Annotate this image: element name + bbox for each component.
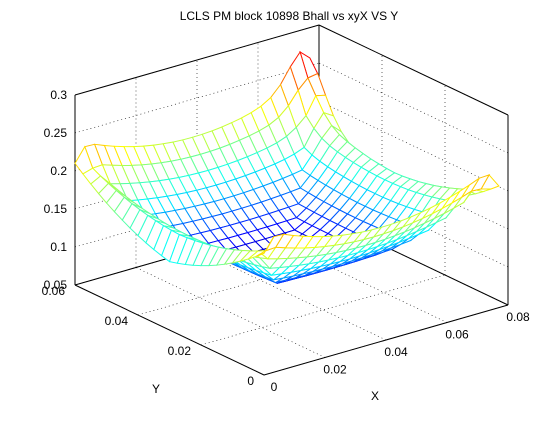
chart-title: LCLS PM block 10898 Bhall vs xyX VS Y	[180, 9, 399, 23]
z-tick-label: 0.25	[44, 126, 68, 140]
z-axis-ticks: 0.05 0.1 0.15 0.2 0.25 0.3	[44, 88, 68, 292]
x-tick-label: 0.02	[323, 363, 347, 377]
y-axis-ticks: 0 0.02 0.04 0.06	[42, 284, 255, 388]
y-tick-label: 0.02	[168, 344, 192, 358]
z-tick-label: 0.3	[50, 88, 67, 102]
x-tick-label: 0.04	[384, 345, 408, 359]
z-tick-label: 0.05	[44, 278, 68, 292]
mesh-surface	[74, 50, 500, 284]
z-tick-label: 0.1	[50, 240, 67, 254]
y-tick-label: 0.06	[42, 284, 66, 298]
y-axis-label: Y	[152, 382, 160, 396]
y-tick-label: 0	[247, 374, 254, 388]
x-tick-label: 0.08	[506, 310, 530, 324]
x-axis-label: X	[371, 389, 379, 403]
y-tick-label: 0.04	[105, 314, 129, 328]
x-axis-ticks: 0 0.02 0.04 0.06 0.08	[271, 310, 530, 394]
x-tick-label: 0.06	[445, 328, 469, 342]
mesh-cell	[255, 236, 275, 257]
z-tick-label: 0.2	[50, 164, 67, 178]
x-tick-label: 0	[271, 380, 278, 394]
z-tick-label: 0.15	[44, 202, 68, 216]
